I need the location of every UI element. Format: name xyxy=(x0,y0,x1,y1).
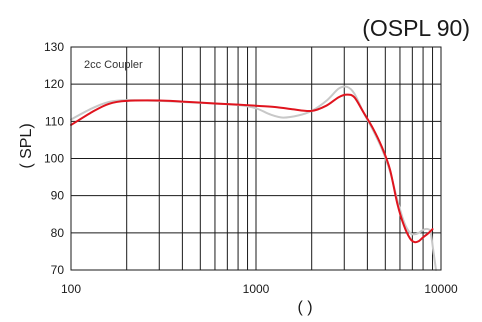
plot-frame xyxy=(70,46,442,271)
y-tick-label: 70 xyxy=(51,263,65,277)
chart-title: (OSPL 90) xyxy=(362,15,470,41)
series-line-gray xyxy=(70,85,437,271)
y-tick-labels: 70 80 90 100 110 120 130 xyxy=(44,40,64,277)
x-axis-label: ( ) xyxy=(297,299,312,316)
y-tick-label: 100 xyxy=(44,152,64,166)
y-tick-label: 120 xyxy=(44,77,64,91)
y-tick-label: 110 xyxy=(45,114,64,128)
plot-area xyxy=(70,46,442,271)
y-tick-label: 80 xyxy=(51,226,65,240)
y-tick-label: 90 xyxy=(51,189,65,203)
x-tick-label: 1000 xyxy=(243,282,270,296)
x-tick-label: 100 xyxy=(61,282,81,296)
series-line-red xyxy=(70,93,434,244)
y-tick-label: 130 xyxy=(44,40,64,54)
x-tick-labels: 100 1000 10000 xyxy=(61,282,458,296)
annotation-coupler: 2cc Coupler xyxy=(84,59,143,71)
y-axis-label: ( SPL) xyxy=(18,123,35,168)
x-tick-label: 10000 xyxy=(424,282,458,296)
series-group xyxy=(70,85,437,271)
